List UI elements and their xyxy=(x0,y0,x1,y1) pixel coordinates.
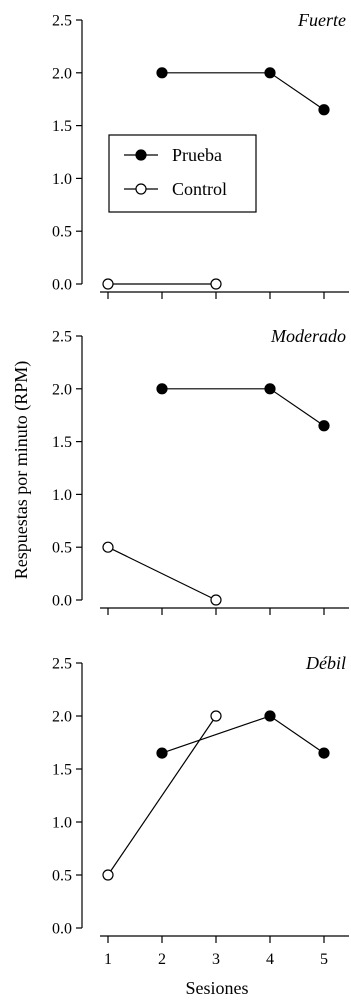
data-point-control xyxy=(102,541,114,553)
y-tick-label: 0.5 xyxy=(52,540,72,557)
panel-title: Moderado xyxy=(270,326,346,346)
series-line-prueba xyxy=(162,72,325,111)
data-point-prueba xyxy=(318,747,330,759)
y-tick-label: 2.0 xyxy=(52,65,72,82)
data-point-prueba xyxy=(156,383,168,395)
y-tick-label: 0.5 xyxy=(52,224,72,241)
y-tick-label: 2.5 xyxy=(52,13,72,30)
y-tick-label: 2.5 xyxy=(52,656,72,673)
y-tick-label: 1.0 xyxy=(52,487,72,504)
data-point-prueba xyxy=(264,383,276,395)
data-point-control xyxy=(210,594,222,606)
panel-title: Fuerte xyxy=(297,10,346,30)
panel-2: 0.0 0.5 1.0 1.5 2.0 2.5 Moderado xyxy=(52,326,349,615)
data-point-control xyxy=(210,710,222,722)
y-tick-label: 1.0 xyxy=(52,815,72,832)
y-tick-label: 0.5 xyxy=(52,868,72,885)
panel-3: 0.0 0.5 1.0 1.5 2.0 2.5 1 2 3 4 5 Débil xyxy=(52,653,349,968)
y-tick-label: 1.5 xyxy=(52,118,72,135)
data-point-prueba xyxy=(264,710,276,722)
data-point-control xyxy=(102,278,114,290)
y-tick-label: 0.0 xyxy=(52,593,72,610)
x-tick-label: 4 xyxy=(266,951,274,968)
data-point-prueba xyxy=(318,104,330,116)
chart-panels: 0.00.51.01.52.02.5 FuertePruebaControl0.0… xyxy=(52,10,349,968)
legend-label: Prueba xyxy=(172,145,222,165)
x-tick-label: 5 xyxy=(320,951,328,968)
series-line-prueba xyxy=(161,715,325,754)
panel-1: 0.0 0.5 1.0 1.5 2.0 2.5 Fuerte Prueba Control xyxy=(52,10,349,299)
y-tick-label: 1.0 xyxy=(52,171,72,188)
y-tick-label: 2.0 xyxy=(52,381,72,398)
legend-label: Control xyxy=(172,179,227,199)
y-tick-label: 1.5 xyxy=(52,762,72,779)
y-axis-title: Respuestas por minuto (RPM) xyxy=(11,361,32,580)
legend-box xyxy=(108,134,257,213)
data-point-prueba xyxy=(318,420,330,432)
data-point-prueba xyxy=(156,67,168,79)
data-point-control xyxy=(210,278,222,290)
data-point-control xyxy=(102,869,114,881)
x-tick-label: 2 xyxy=(158,951,166,968)
legend-marker-control xyxy=(135,183,147,195)
data-point-prueba xyxy=(264,67,276,79)
series-line-control xyxy=(107,715,217,876)
x-tick-label: 1 xyxy=(104,951,112,968)
series-line-prueba xyxy=(162,388,325,427)
y-tick-label: 1.5 xyxy=(52,434,72,451)
legend: Prueba Control xyxy=(108,134,257,213)
legend-marker-prueba xyxy=(135,149,147,161)
y-tick-label: 0.0 xyxy=(52,921,72,938)
y-tick-label: 2.5 xyxy=(52,329,72,346)
x-tick-label: 3 xyxy=(212,951,220,968)
panel-title: Débil xyxy=(305,653,346,673)
data-point-prueba xyxy=(156,747,168,759)
y-tick-label: 2.0 xyxy=(52,709,72,726)
series-line-control xyxy=(107,546,217,601)
y-tick-label: 0.0 xyxy=(52,277,72,294)
x-axis-title: Sesiones xyxy=(186,978,249,998)
